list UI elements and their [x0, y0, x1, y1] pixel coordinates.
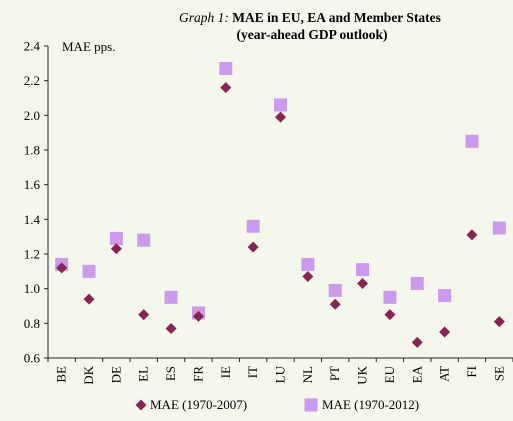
x-tick-label: PT [327, 366, 342, 381]
y-tick-label: 1.0 [24, 281, 40, 296]
y-tick-label: 1.6 [24, 177, 41, 192]
x-tick-label: DK [81, 365, 96, 384]
y-tick-label: 0.8 [24, 316, 40, 331]
square-point [438, 289, 452, 303]
x-tick-label: FI [464, 366, 479, 378]
x-tick-label: NL [300, 366, 315, 383]
x-tick-label: DE [108, 366, 123, 383]
diamond-point [247, 241, 259, 253]
y-tick-label: 2.2 [24, 73, 40, 88]
series-square [55, 62, 506, 320]
legend-label: MAE (1970-2012) [322, 397, 419, 412]
legend-label: MAE (1970-2007) [150, 397, 247, 412]
square-point [465, 134, 479, 148]
legend-marker [135, 399, 147, 411]
x-tick-label: EU [382, 365, 397, 383]
diamond-point [165, 323, 177, 335]
square-point [137, 233, 151, 247]
diamond-point [466, 229, 478, 241]
y-tick-label: 0.6 [24, 351, 41, 366]
x-tick-label: FR [190, 366, 205, 382]
y-tick-label: 2.4 [24, 39, 41, 54]
diamond-point [329, 298, 341, 310]
square-point [219, 62, 233, 76]
diamond-point [110, 243, 122, 255]
y-tick-label: 1.4 [24, 212, 41, 227]
square-point [410, 276, 424, 290]
square-point [356, 263, 370, 277]
diamond-point [384, 309, 396, 321]
diamond-point [56, 262, 68, 274]
diamond-point [439, 326, 451, 338]
diamond-point [83, 293, 95, 305]
diamond-point [302, 271, 314, 283]
y-tick-label: 2.0 [24, 108, 40, 123]
square-point [82, 264, 96, 278]
legend-marker [304, 398, 318, 412]
y-tick-label: 1.8 [24, 143, 40, 158]
x-tick-label: IT [245, 366, 260, 378]
diamond-point [275, 111, 286, 123]
square-point [328, 283, 342, 297]
diamond-point [493, 316, 505, 328]
x-tick-label: ES [163, 366, 178, 381]
x-tick-label: EL [136, 366, 151, 382]
chart-title: Graph 1: MAE in EU, EA and Member States [179, 10, 441, 25]
chart-title-main: MAE in EU, EA and Member States [229, 10, 441, 25]
diamond-point [138, 309, 150, 321]
x-tick-label: EA [409, 365, 424, 383]
y-tick-label: 1.2 [24, 247, 40, 262]
square-point [274, 98, 287, 112]
y-unit-label: MAE pps. [62, 39, 115, 54]
diamond-point [411, 336, 423, 348]
y-axis-ticks: 0.6 0.8 1.0 1.2 1.4 1.6 1.8 2.0 2.2 2.4 [24, 39, 48, 366]
x-tick-label: IE [218, 366, 233, 378]
x-tick-label: UK [355, 365, 370, 384]
square-point [164, 290, 178, 304]
square-point [246, 219, 260, 233]
x-tick-label: AT [437, 366, 452, 382]
square-point [383, 290, 397, 304]
diamond-point [220, 82, 232, 94]
x-tick-label: SE [491, 366, 506, 381]
square-point [301, 257, 315, 271]
diamond-point [357, 277, 369, 289]
legend: MAE (1970-2007) MAE (1970-2012) [135, 397, 419, 412]
series-diamond [56, 82, 505, 348]
square-point [109, 231, 123, 245]
x-tick-label: BE [54, 366, 69, 383]
chart-title-lead: Graph 1: [179, 10, 229, 25]
diamond-point [192, 310, 204, 322]
chart-subtitle: (year-ahead GDP outlook) [237, 27, 388, 42]
series-layer [55, 62, 506, 348]
square-point [492, 221, 506, 235]
x-tick-label: LU [273, 365, 288, 383]
x-axis-ticks: BE DK DE EL ES FR IE IT LU NL PT UK EU EA AT FI SE [47, 358, 513, 385]
